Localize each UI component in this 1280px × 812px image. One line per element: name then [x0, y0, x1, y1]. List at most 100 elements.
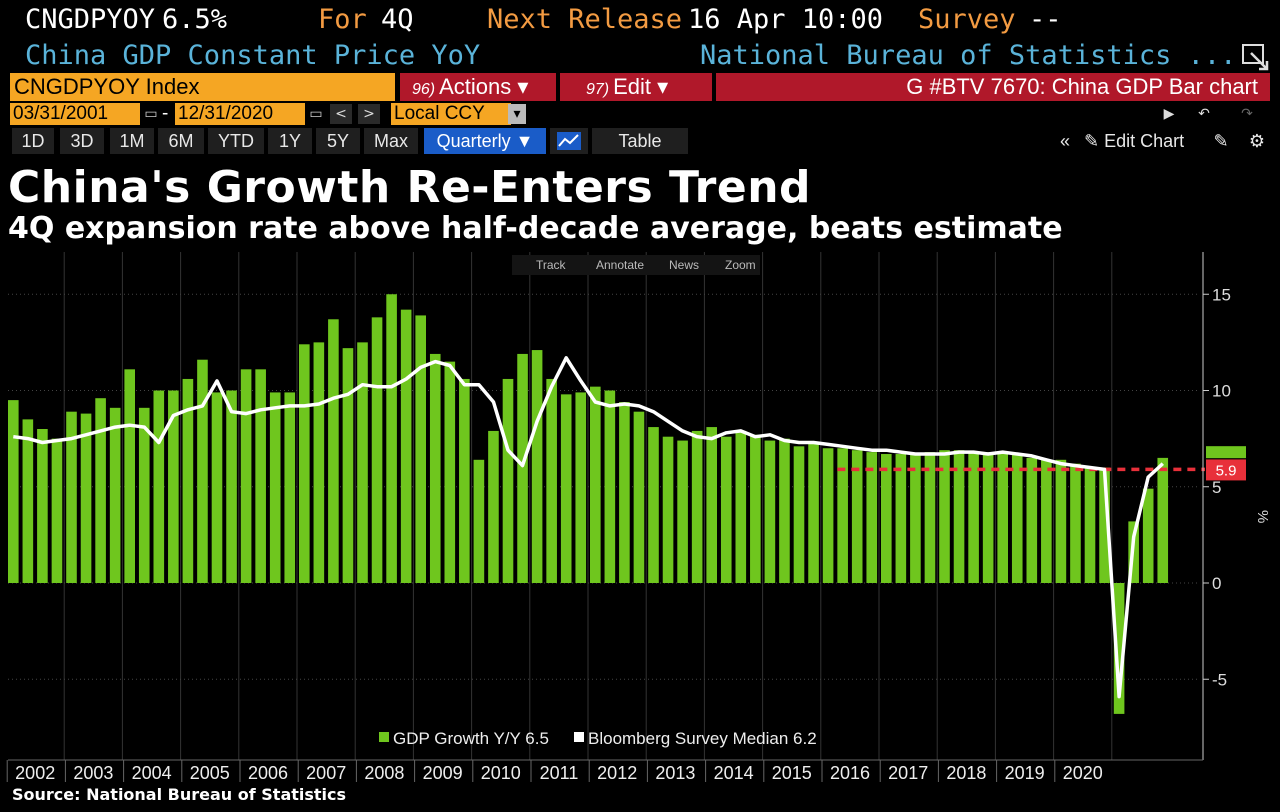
chart-title: China's Growth Re-Enters Trend [8, 162, 812, 213]
gdp-bar [182, 378, 194, 583]
x-tick-label: 2016 [830, 763, 870, 783]
period-bar: 1D 3D 1M 6M YTD 1Y 5Y Max Quarterly ▼ Ta… [0, 128, 1280, 154]
gdp-bar [677, 440, 688, 583]
gdp-bar [1055, 459, 1067, 583]
end-calendar-icon[interactable]: ▭ [305, 104, 327, 124]
gdp-bar [444, 361, 456, 583]
chart-type-icon[interactable] [550, 128, 588, 154]
gdp-bar [1026, 457, 1038, 583]
y-tick-label: 10 [1212, 382, 1231, 401]
last-value-marker [1206, 446, 1246, 459]
for-label: For [318, 4, 367, 35]
x-tick-label: 2020 [1063, 763, 1103, 783]
y-axis: 15 10 5 0 -5% [1202, 252, 1271, 760]
period-1d[interactable]: 1D [12, 128, 54, 154]
play-icon[interactable]: ▶ [1158, 104, 1180, 124]
x-tick-label: 2003 [73, 763, 113, 783]
gdp-bar [691, 430, 703, 583]
gdp-bar [1084, 467, 1096, 583]
ticker-label: CNGDPYOY [25, 4, 156, 35]
actions-number: 96) [412, 81, 436, 98]
y-tick-label: -5 [1212, 670, 1227, 689]
frequency-select[interactable]: Quarterly ▼ [424, 128, 546, 154]
period-1y[interactable]: 1Y [268, 128, 312, 154]
source-note: Source: National Bureau of Statistics [12, 785, 347, 804]
x-tick-label: 2017 [888, 763, 928, 783]
gdp-bar [982, 452, 994, 583]
prev-arrow-icon[interactable]: < [330, 104, 352, 124]
ticker-box[interactable]: CNGDPYOY Index [10, 73, 395, 101]
legend-line-swatch [574, 732, 584, 742]
currency-select[interactable]: Local CCY [391, 103, 511, 125]
start-calendar-icon[interactable]: ▭ [140, 104, 162, 124]
gdp-bar [1142, 488, 1154, 583]
gdp-bar [66, 411, 77, 583]
next-arrow-icon[interactable]: > [358, 104, 380, 124]
gdp-bar [895, 454, 907, 583]
gdp-bar [357, 342, 368, 583]
date-range-bar: 03/31/2001 ▭ - 12/31/2020 ▭ < > Local CC… [0, 103, 1280, 127]
gdp-bar [735, 430, 747, 583]
gdp-bar [124, 369, 135, 583]
gdp-bar [997, 452, 1008, 583]
period-1m[interactable]: 1M [110, 128, 154, 154]
collapse-icon[interactable]: « [1050, 128, 1080, 154]
start-date-input[interactable]: 03/31/2001 [10, 103, 140, 125]
period-max[interactable]: Max [364, 128, 418, 154]
period-6m[interactable]: 6M [158, 128, 204, 154]
y-tick-label: 15 [1212, 285, 1231, 304]
next-release-label: Next Release [487, 4, 683, 35]
for-value: 4Q [381, 4, 414, 35]
gdp-bar [953, 450, 965, 583]
edit-chart-label: Edit Chart [1104, 131, 1185, 151]
command-bar: CNGDPYOY Index 96) Actions ▾ 97) Edit ▾ G … [0, 72, 1280, 102]
y-tick-label: 5 [1212, 478, 1221, 497]
gdp-bar [939, 450, 950, 583]
gdp-bar [706, 427, 717, 583]
period-ytd[interactable]: YTD [208, 128, 264, 154]
gdp-bar [720, 436, 732, 583]
gdp-bar [197, 359, 208, 583]
gdp-bar [400, 309, 412, 583]
redo-icon[interactable]: ↷ [1236, 104, 1258, 124]
gdp-bar [750, 434, 761, 583]
edit-icon[interactable]: ✎ [1208, 128, 1234, 154]
gdp-bar [240, 369, 252, 583]
gdp-bar [328, 319, 339, 583]
reference-label-box [1206, 459, 1246, 481]
edit-chart-button[interactable]: ✎ Edit Chart [1084, 128, 1204, 154]
gdp-bar [313, 342, 325, 583]
table-button[interactable]: Table [592, 128, 688, 154]
end-date-input[interactable]: 12/31/2020 [175, 103, 305, 125]
legend-survey-label: Bloomberg Survey Median 6.2 [588, 729, 817, 748]
gdp-bars [8, 294, 1169, 714]
gdp-bar [968, 452, 979, 583]
gdp-bar [80, 413, 92, 583]
undo-icon[interactable]: ↶ [1193, 104, 1215, 124]
gdp-bar [648, 427, 659, 583]
gdp-bar [95, 398, 106, 583]
tools-background [512, 255, 760, 275]
gdp-bar [590, 386, 601, 583]
gdp-bar [1011, 454, 1023, 583]
gdp-bar [1099, 467, 1110, 583]
edit-button[interactable]: 97) Edit ▾ [560, 73, 712, 101]
survey-value: -- [1029, 4, 1062, 35]
reference-label: 5.9 [1216, 462, 1237, 479]
popout-icon[interactable] [1241, 43, 1271, 71]
x-tick-label: 2012 [597, 763, 637, 783]
actions-button[interactable]: 96) Actions ▾ [400, 73, 556, 101]
edit-number: 97) [586, 81, 610, 98]
gdp-bar [488, 430, 499, 583]
gear-icon[interactable]: ⚙ [1242, 128, 1272, 154]
gdp-bar [269, 392, 281, 583]
currency-dropdown-icon[interactable]: ▾ [508, 104, 526, 124]
x-tick-label: 2019 [1005, 763, 1045, 783]
gdp-bar [531, 350, 543, 583]
pencil-icon: ✎ [1084, 131, 1100, 151]
period-5y[interactable]: 5Y [316, 128, 360, 154]
gdp-bar [837, 448, 848, 583]
x-tick-label: 2002 [15, 763, 55, 783]
period-3d[interactable]: 3D [60, 128, 104, 154]
